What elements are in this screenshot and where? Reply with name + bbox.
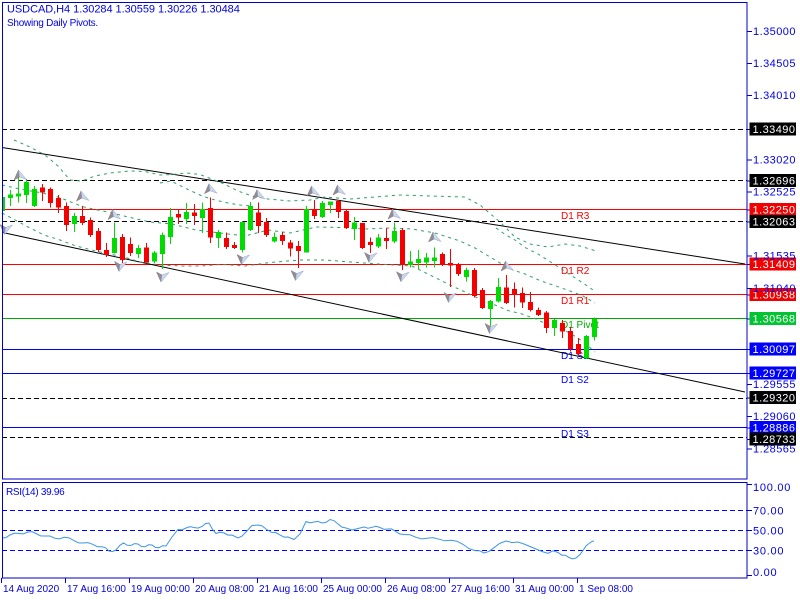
svg-text:19 Aug 00:00: 19 Aug 00:00	[131, 584, 190, 595]
svg-text:1.31535: 1.31535	[753, 251, 796, 263]
svg-text:14 Aug 2020: 14 Aug 2020	[3, 584, 60, 595]
svg-text:D1 S2: D1 S2	[561, 375, 589, 386]
svg-text:17 Aug 16:00: 17 Aug 16:00	[67, 584, 126, 595]
svg-text:1.30568: 1.30568	[753, 313, 796, 325]
svg-text:1.28565: 1.28565	[753, 443, 796, 455]
svg-text:1.31409: 1.31409	[753, 259, 796, 271]
svg-text:31 Aug 00:00: 31 Aug 00:00	[515, 584, 574, 595]
svg-text:20 Aug 08:00: 20 Aug 08:00	[195, 584, 254, 595]
svg-text:1 Sep 08:00: 1 Sep 08:00	[579, 584, 633, 595]
svg-text:70.00: 70.00	[753, 506, 784, 518]
svg-text:1.29555: 1.29555	[753, 379, 796, 391]
svg-text:D1 S1: D1 S1	[561, 351, 589, 362]
svg-text:30.00: 30.00	[753, 546, 784, 558]
svg-text:100.00: 100.00	[753, 482, 791, 494]
svg-text:1.33490: 1.33490	[753, 124, 796, 136]
svg-text:Showing Daily Pivots.: Showing Daily Pivots.	[7, 18, 98, 29]
svg-text:1.30938: 1.30938	[753, 289, 796, 301]
svg-text:D1 Pivot: D1 Pivot	[561, 320, 599, 331]
svg-text:27 Aug 16:00: 27 Aug 16:00	[451, 584, 510, 595]
svg-text:D1 R1: D1 R1	[561, 296, 590, 307]
svg-text:1.28886: 1.28886	[753, 422, 796, 434]
svg-text:1.35000: 1.35000	[753, 26, 796, 38]
svg-text:1.30097: 1.30097	[753, 344, 796, 356]
svg-text:1.34010: 1.34010	[753, 90, 796, 102]
svg-text:21 Aug 16:00: 21 Aug 16:00	[259, 584, 318, 595]
svg-text:1.34505: 1.34505	[753, 58, 796, 70]
svg-text:0.00: 0.00	[753, 567, 777, 579]
svg-text:1.32250: 1.32250	[753, 204, 796, 216]
svg-text:50.00: 50.00	[753, 526, 784, 538]
svg-text:D1 R2: D1 R2	[561, 266, 590, 277]
svg-text:RSI(14) 39.96: RSI(14) 39.96	[6, 487, 65, 498]
svg-text:D1 S3: D1 S3	[561, 429, 589, 440]
svg-text:26 Aug 08:00: 26 Aug 08:00	[387, 584, 446, 595]
svg-text:1.32696: 1.32696	[753, 175, 796, 187]
svg-text:25 Aug 00:00: 25 Aug 00:00	[323, 584, 382, 595]
svg-text:1.33020: 1.33020	[753, 154, 796, 166]
svg-text:1.32063: 1.32063	[753, 216, 796, 228]
svg-text:1.31040: 1.31040	[753, 283, 796, 295]
svg-text:1.32525: 1.32525	[753, 187, 796, 199]
svg-text:1.29320: 1.29320	[753, 393, 796, 405]
svg-text:USDCAD,H4 1.30284 1.30559 1.3: USDCAD,H4 1.30284 1.30559 1.30226 1.3048…	[7, 4, 240, 16]
svg-text:1.29060: 1.29060	[753, 411, 796, 423]
svg-text:1.28733: 1.28733	[753, 434, 796, 446]
svg-text:1.29727: 1.29727	[753, 368, 796, 380]
svg-text:D1 R3: D1 R3	[561, 211, 590, 222]
